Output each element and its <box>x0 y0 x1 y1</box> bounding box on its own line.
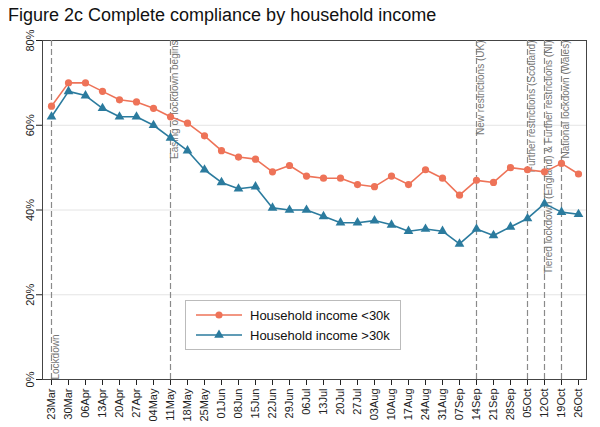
svg-text:19Oct: 19Oct <box>555 389 567 418</box>
svg-text:20%: 20% <box>24 284 36 306</box>
svg-text:27Apr: 27Apr <box>130 388 142 418</box>
svg-text:12Oct: 12Oct <box>538 389 550 418</box>
svg-text:28Sep: 28Sep <box>504 389 516 421</box>
html-text:Household income >30k: Household income >30k <box>250 327 390 343</box>
svg-text:20Jul: 20Jul <box>334 389 346 415</box>
svg-text:Further restrictions (Scotland: Further restrictions (Scotland) <box>526 41 537 173</box>
svg-text:11May: 11May <box>164 388 176 421</box>
svg-text:20Apr: 20Apr <box>113 388 125 418</box>
svg-text:24Aug: 24Aug <box>419 389 431 421</box>
svg-text:18May: 18May <box>181 388 193 422</box>
svg-text:23Mar: 23Mar <box>45 388 57 420</box>
svg-text:03Aug: 03Aug <box>368 389 380 421</box>
svg-text:60%: 60% <box>24 114 36 136</box>
svg-text:13Apr: 13Apr <box>96 388 108 418</box>
html-text:Household income <30k: Household income <30k <box>250 307 390 323</box>
svg-text:01Jun: 01Jun <box>215 389 227 419</box>
svg-text:06Jul: 06Jul <box>300 389 312 415</box>
svg-text:06Apr: 06Apr <box>79 388 91 418</box>
svg-text:National lockdown (Wales): National lockdown (Wales) <box>560 41 571 159</box>
svg-text:0%: 0% <box>24 371 36 387</box>
svg-text:14Sep: 14Sep <box>470 389 482 421</box>
svg-text:40%: 40% <box>24 199 36 221</box>
svg-text:22Jun: 22Jun <box>266 389 278 419</box>
svg-text:05Oct: 05Oct <box>521 389 533 418</box>
svg-text:31Aug: 31Aug <box>436 389 448 421</box>
svg-text:27Jul: 27Jul <box>351 389 363 415</box>
svg-text:30Mar: 30Mar <box>62 388 74 420</box>
svg-text:25May: 25May <box>198 388 210 422</box>
svg-text:26Oct: 26Oct <box>572 389 584 418</box>
svg-text:Tiered lockdown (England) & Fu: Tiered lockdown (England) & Further rest… <box>543 41 554 275</box>
svg-text:Easing of lockdown begins: Easing of lockdown begins <box>168 40 180 159</box>
svg-text:13Jul: 13Jul <box>317 389 329 415</box>
svg-text:07Sep: 07Sep <box>453 389 465 421</box>
svg-text:29Jun: 29Jun <box>283 389 295 419</box>
svg-text:80%: 80% <box>24 30 36 52</box>
html-text:Figure 2c Complete compliance: Figure 2c Complete compliance by househo… <box>8 5 437 25</box>
svg-text:New restrictions (UK): New restrictions (UK) <box>475 41 486 135</box>
svg-text:17Aug: 17Aug <box>402 389 414 421</box>
svg-text:Lockdown: Lockdown <box>50 334 61 379</box>
svg-text:04May: 04May <box>147 388 159 422</box>
svg-text:10Aug: 10Aug <box>385 389 397 421</box>
svg-text:08Jun: 08Jun <box>232 389 244 419</box>
svg-text:21Sep: 21Sep <box>487 389 499 421</box>
svg-text:15Jun: 15Jun <box>249 389 261 419</box>
